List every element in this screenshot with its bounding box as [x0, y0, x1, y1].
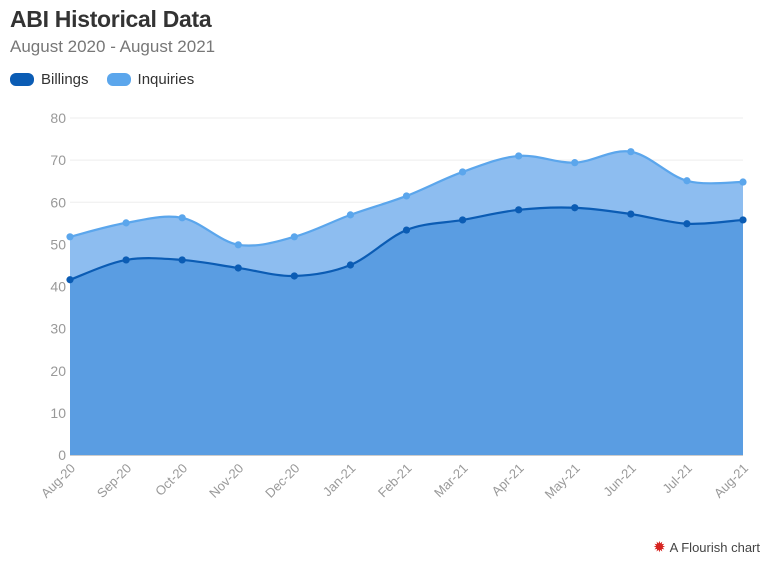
point-billings	[683, 220, 691, 228]
x-tick-label: Sep-20	[94, 461, 134, 501]
y-tick-label: 40	[50, 279, 66, 295]
point-billings	[346, 261, 355, 269]
point-inquiries	[515, 152, 523, 160]
y-tick-label: 70	[50, 152, 66, 168]
chart-subtitle: August 2020 - August 2021	[10, 37, 216, 56]
billings-swatch	[10, 73, 34, 86]
y-tick-label: 10	[50, 405, 66, 421]
point-billings	[66, 276, 74, 284]
x-tick-label: Jul-21	[659, 461, 695, 497]
flourish-logo-icon: ✹	[653, 539, 666, 556]
x-tick-label: Oct-20	[152, 461, 190, 499]
x-tick-label: Aug-21	[711, 461, 751, 501]
point-billings	[234, 264, 242, 272]
point-inquiries	[402, 192, 411, 200]
point-inquiries	[739, 178, 747, 186]
chart-title: ABI Historical Data	[10, 6, 212, 32]
point-inquiries	[66, 233, 74, 241]
point-inquiries	[178, 214, 186, 222]
flourish-credit[interactable]: ✹ A Flourish chart	[653, 538, 760, 556]
point-inquiries	[290, 233, 298, 241]
x-tick-label: Apr-21	[489, 461, 527, 499]
x-tick-label: Nov-20	[206, 461, 246, 501]
point-billings	[122, 256, 130, 264]
point-inquiries	[234, 241, 242, 249]
point-inquiries	[571, 159, 579, 167]
x-tick-label: Feb-21	[375, 461, 415, 501]
x-tick-label: Aug-20	[38, 461, 78, 501]
x-tick-label: May-21	[542, 461, 583, 502]
point-billings	[458, 216, 467, 224]
point-billings	[402, 226, 411, 234]
point-inquiries	[627, 148, 635, 156]
x-tick-label: Jun-21	[600, 461, 639, 500]
point-billings	[739, 216, 747, 224]
y-tick-label: 50	[50, 236, 66, 252]
x-tick-label: Mar-21	[431, 461, 471, 501]
y-tick-label: 30	[50, 321, 66, 337]
point-inquiries	[458, 168, 467, 176]
point-billings	[290, 272, 298, 280]
point-billings	[627, 210, 635, 218]
legend: Billings Inquiries	[10, 71, 212, 88]
y-tick-label: 80	[50, 110, 66, 126]
inquiries-swatch	[106, 73, 131, 86]
y-tick-label: 20	[50, 363, 66, 379]
point-inquiries	[683, 177, 691, 185]
legend-label: Inquiries	[137, 71, 195, 88]
legend-item-inquiries[interactable]: Inquiries	[106, 71, 195, 88]
x-tick-label: Dec-20	[262, 461, 302, 501]
x-tick-label: Jan-21	[320, 461, 359, 500]
y-tick-label: 0	[58, 447, 66, 463]
point-inquiries	[122, 219, 130, 227]
point-billings	[571, 204, 579, 212]
y-tick-label: 60	[50, 194, 66, 210]
point-billings	[515, 206, 523, 214]
legend-item-billings[interactable]: Billings	[10, 71, 89, 88]
legend-label: Billings	[41, 71, 89, 88]
credit-text: A Flourish chart	[669, 539, 760, 555]
point-inquiries	[346, 211, 355, 219]
point-billings	[178, 256, 186, 264]
